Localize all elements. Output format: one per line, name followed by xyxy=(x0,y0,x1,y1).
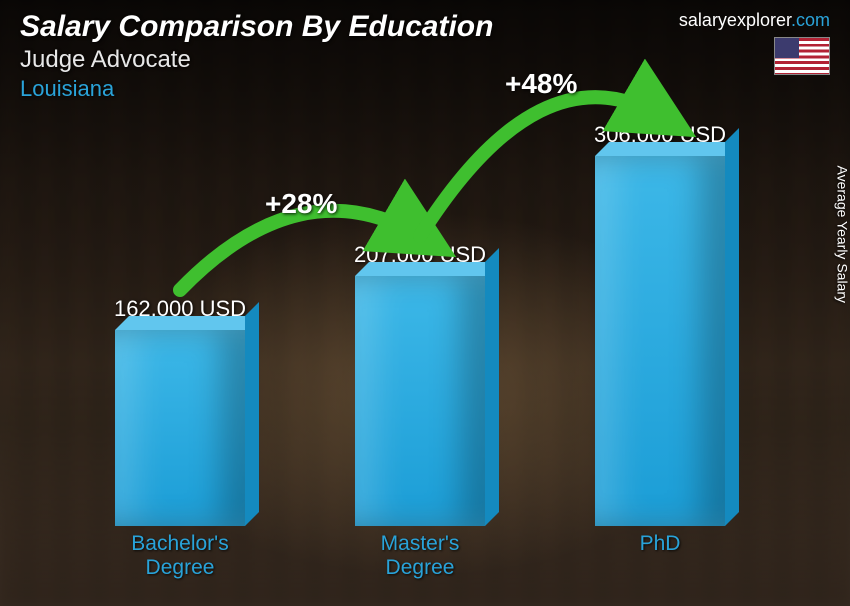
increase-arrow xyxy=(0,0,850,606)
pct-increase-label: +48% xyxy=(505,68,577,100)
